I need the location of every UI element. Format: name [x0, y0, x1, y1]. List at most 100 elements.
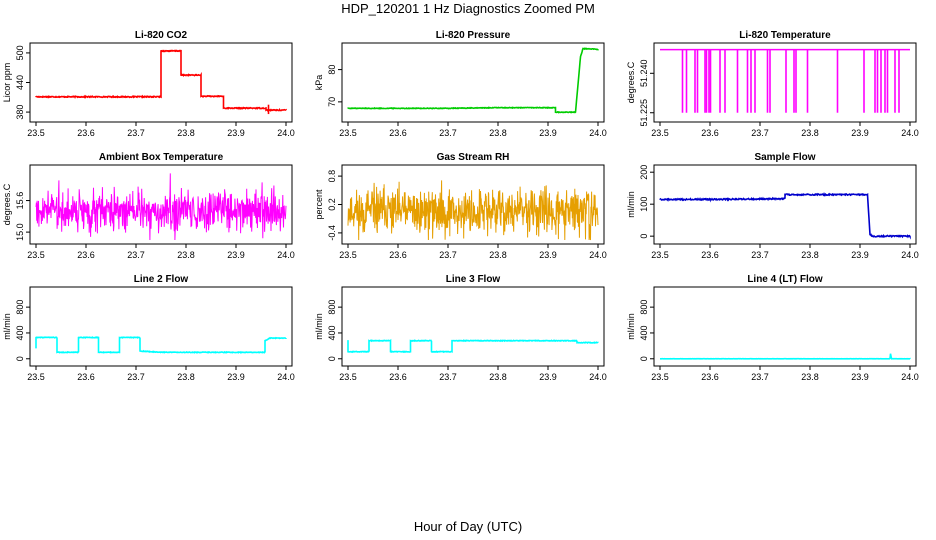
- x-tick-label: 23.7: [751, 372, 769, 382]
- x-tick-label: 24.0: [589, 250, 607, 260]
- x-tick-label: 24.0: [589, 128, 607, 138]
- y-axis: 51.225 51.240: [639, 60, 654, 127]
- series-line: [347, 338, 599, 354]
- series-line: [347, 47, 599, 114]
- x-tick-label: 23.9: [539, 250, 557, 260]
- x-axis: 23.5 23.6 23.7 23.8 23.9 24.0: [27, 122, 295, 138]
- x-tick-label: 23.7: [127, 250, 145, 260]
- x-axis: 23.5 23.6 23.7 23.8 23.9 24.0: [651, 244, 919, 260]
- y-axis-title: degrees.C: [626, 61, 636, 103]
- x-tick-label: 23.6: [701, 128, 719, 138]
- y-axis: -0.4 0.2 0.8: [327, 170, 342, 241]
- panel-title: Ambient Box Temperature: [99, 152, 224, 163]
- y-tick-label: 400: [327, 325, 337, 340]
- x-tick-label: 23.6: [389, 372, 407, 382]
- x-tick-label: 23.9: [851, 250, 869, 260]
- x-tick-label: 23.9: [227, 372, 245, 382]
- x-tick-label: 23.8: [801, 128, 819, 138]
- y-tick-label: 80: [327, 65, 337, 75]
- plot-frame: [341, 286, 605, 367]
- x-tick-label: 23.5: [651, 250, 669, 260]
- y-axis: 15.0 15.6: [15, 192, 30, 241]
- panel-line-4-lt-flow: Line 4 (LT) Flow 23.5 23.6 23.7 23.8 23.9 24.0…: [626, 274, 919, 382]
- series-line: [35, 336, 287, 354]
- panel-title: Gas Stream RH: [437, 152, 510, 163]
- y-axis: 0 400 800: [15, 300, 30, 361]
- y-tick-label: 380: [15, 105, 25, 120]
- y-tick-label: 0.2: [327, 198, 337, 211]
- plot-frame: [29, 164, 293, 245]
- series-line: [35, 173, 287, 241]
- x-tick-label: 23.9: [851, 372, 869, 382]
- plot-frame: [653, 164, 917, 245]
- x-tick-label: 23.7: [439, 372, 457, 382]
- y-axis: 0 400 800: [327, 300, 342, 361]
- y-tick-label: 800: [15, 300, 25, 315]
- x-tick-label: 23.5: [27, 250, 45, 260]
- panel-title: Li-820 Pressure: [436, 30, 511, 41]
- x-tick-label: 23.7: [751, 250, 769, 260]
- x-tick-label: 23.8: [489, 250, 507, 260]
- y-tick-label: 800: [639, 300, 649, 315]
- x-axis: 23.5 23.6 23.7 23.8 23.9 24.0: [27, 244, 295, 260]
- x-tick-label: 24.0: [277, 372, 295, 382]
- y-tick-label: 51.225: [639, 99, 649, 127]
- y-axis: 0 100 200: [639, 165, 654, 239]
- y-tick-label: 0.8: [327, 170, 337, 183]
- x-tick-label: 23.6: [701, 250, 719, 260]
- series-group: [347, 180, 599, 241]
- x-tick-label: 23.5: [27, 128, 45, 138]
- y-axis: 380 440 500: [15, 45, 30, 120]
- plot-frame: [29, 286, 293, 367]
- x-tick-label: 24.0: [901, 372, 919, 382]
- panel-li-820-temperature: Li-820 Temperature 23.5 23.6 23.7 23.8 23.9 24…: [626, 30, 919, 138]
- x-tick-label: 24.0: [589, 372, 607, 382]
- series-group: [659, 191, 911, 240]
- y-axis-title: Licor ppm: [2, 63, 12, 103]
- panel-title: Sample Flow: [754, 152, 815, 163]
- x-tick-label: 24.0: [277, 250, 295, 260]
- panel-line-2-flow: Line 2 Flow 23.5 23.6 23.7 23.8 23.9 24.0 0 400 8…: [2, 274, 295, 382]
- y-tick-label: 400: [15, 325, 25, 340]
- x-tick-label: 23.7: [127, 128, 145, 138]
- x-axis: 23.5 23.6 23.7 23.8 23.9 24.0: [651, 122, 919, 138]
- x-tick-label: 23.5: [27, 372, 45, 382]
- y-axis-title: degrees.C: [2, 183, 12, 225]
- panel-line-3-flow: Line 3 Flow 23.5 23.6 23.7 23.8 23.9 24.0 0 400 8…: [314, 274, 607, 382]
- panel-title: Line 4 (LT) Flow: [747, 274, 823, 285]
- y-tick-label: 500: [15, 45, 25, 60]
- series-line: [347, 180, 599, 241]
- panel-grid: Li-820 CO2 23.5 23.6 23.7 23.8 23.9 24.0 380 440…: [2, 30, 919, 382]
- x-tick-label: 23.6: [77, 128, 95, 138]
- x-tick-label: 23.7: [439, 128, 457, 138]
- figure-title: HDP_120201 1 Hz Diagnostics Zoomed PM: [341, 1, 595, 16]
- x-tick-label: 24.0: [901, 128, 919, 138]
- x-tick-label: 23.5: [651, 128, 669, 138]
- y-tick-label: 400: [639, 325, 649, 340]
- x-tick-label: 23.7: [751, 128, 769, 138]
- panel-title: Li-820 Temperature: [739, 30, 831, 41]
- x-tick-label: 23.8: [177, 372, 195, 382]
- x-tick-label: 23.9: [227, 250, 245, 260]
- x-tick-label: 23.5: [339, 250, 357, 260]
- y-tick-label: -0.4: [327, 225, 337, 241]
- y-tick-label: 200: [639, 165, 649, 180]
- x-tick-label: 23.9: [227, 128, 245, 138]
- plot-frame: [341, 42, 605, 123]
- x-tick-label: 23.8: [801, 372, 819, 382]
- x-tick-label: 23.9: [539, 128, 557, 138]
- x-tick-label: 23.5: [339, 372, 357, 382]
- y-tick-label: 70: [327, 97, 337, 107]
- x-tick-label: 23.9: [539, 372, 557, 382]
- y-tick-label: 51.240: [639, 60, 649, 88]
- panel-gas-stream-rh: Gas Stream RH 23.5 23.6 23.7 23.8 23.9 24.0 -0.…: [314, 152, 607, 260]
- y-tick-label: 100: [639, 197, 649, 212]
- panel-title: Line 3 Flow: [446, 274, 501, 285]
- series-group: [347, 338, 599, 354]
- series-line: [660, 353, 911, 360]
- x-axis-title: Hour of Day (UTC): [414, 519, 522, 534]
- y-tick-label: 440: [15, 75, 25, 90]
- series-group: [347, 47, 599, 114]
